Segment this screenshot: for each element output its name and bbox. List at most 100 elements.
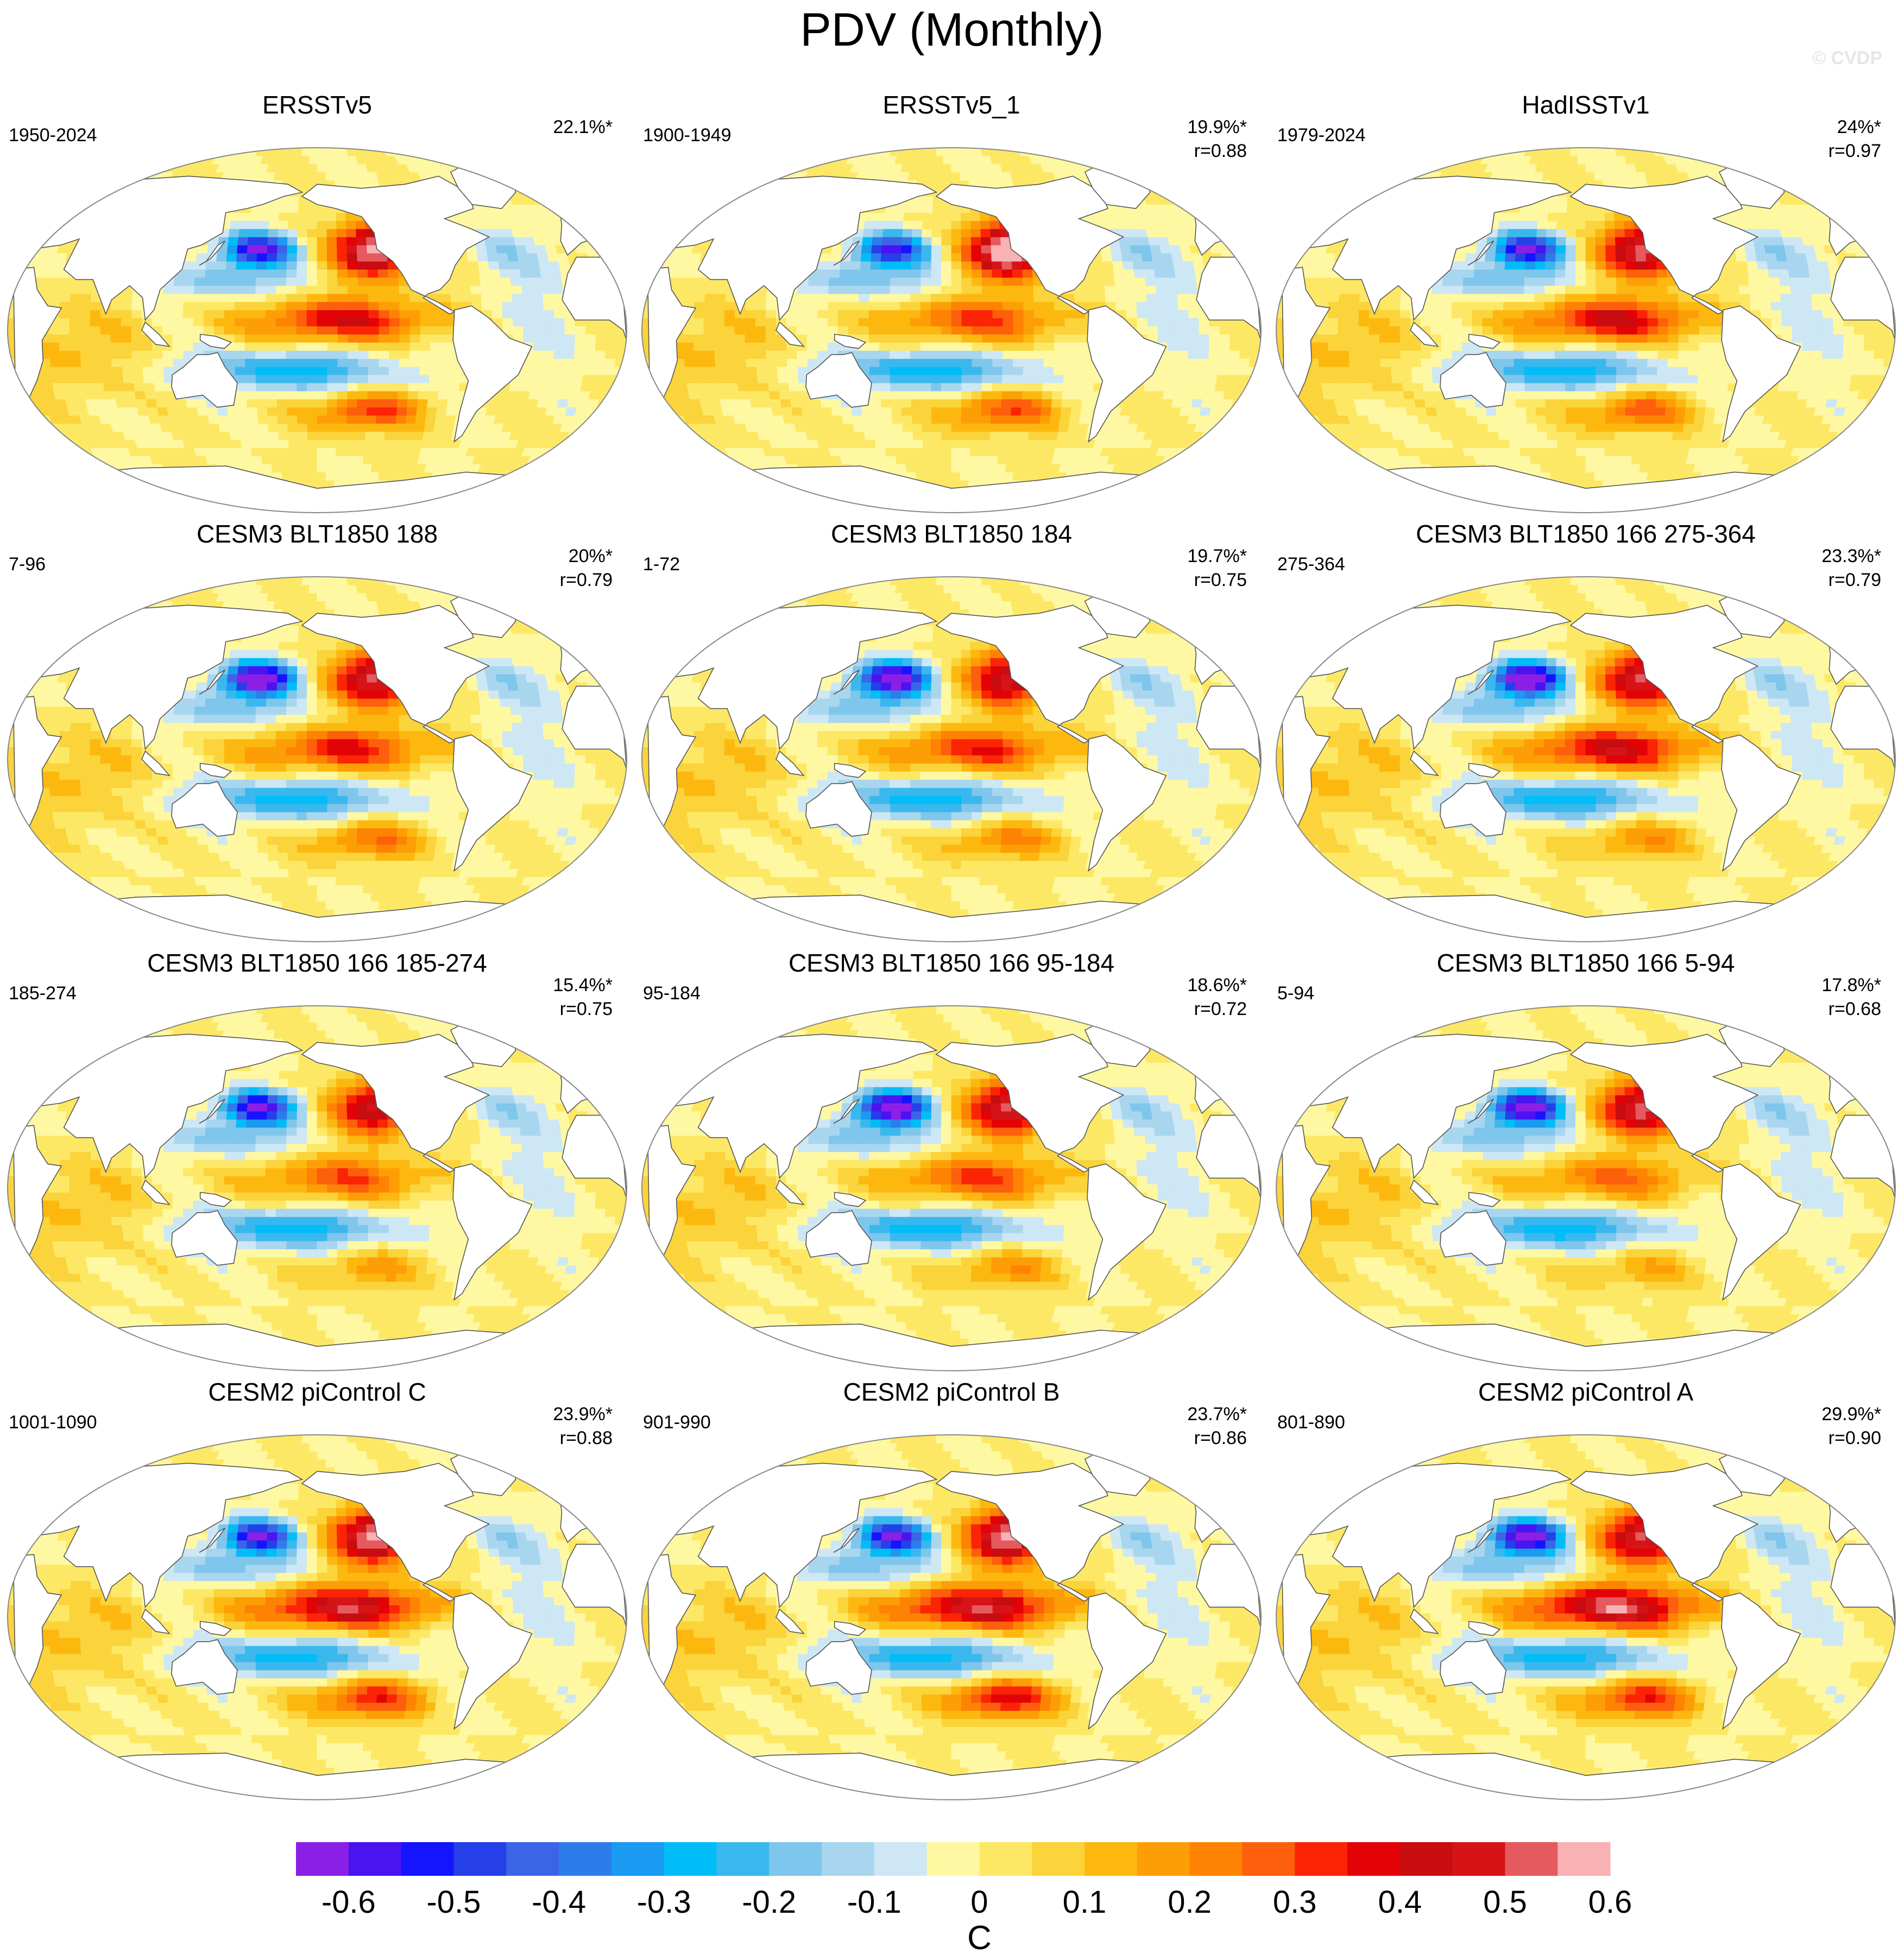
panel-corr: r=0.75 xyxy=(553,997,613,1021)
sst-field xyxy=(1276,148,1895,513)
panel-stats: 23.3%* r=0.79 xyxy=(1821,544,1881,592)
map-panel: CESM2 piControl B 901-990 23.7%* r=0.86 xyxy=(634,1374,1269,1803)
sst-field xyxy=(642,148,1261,513)
panel-stats: 19.9%* r=0.88 xyxy=(1187,115,1247,163)
colorbar-tick-label: -0.6 xyxy=(321,1885,376,1920)
panel-years: 1-72 xyxy=(643,554,680,575)
panel-title: CESM3 BLT1850 188 xyxy=(0,519,634,549)
colorbar-tick-label: 0.2 xyxy=(1168,1885,1212,1920)
panel-stats: 19.7%* r=0.75 xyxy=(1187,544,1247,592)
panel-stats: 29.9%* r=0.90 xyxy=(1821,1402,1881,1450)
panel-pct: 19.7%* xyxy=(1187,544,1247,568)
map-panel: ERSSTv5 1950-2024 22.1%* xyxy=(0,87,634,516)
panel-years: 1950-2024 xyxy=(9,125,97,146)
colorbar-tick-label: 0.4 xyxy=(1378,1885,1422,1920)
colorbar-box xyxy=(401,1842,454,1876)
panel-corr: r=0.79 xyxy=(560,568,613,592)
sst-field xyxy=(1276,1435,1895,1800)
panel-pct: 22.1%* xyxy=(553,115,613,139)
map-panel: CESM3 BLT1850 166 95-184 95-184 18.6%* r=0.… xyxy=(634,945,1269,1374)
colorbar-tick-label: 0.6 xyxy=(1588,1885,1632,1920)
sst-field xyxy=(1276,1006,1895,1371)
colorbar-box xyxy=(822,1842,875,1876)
map-panel: CESM3 BLT1850 166 5-94 5-94 17.8%* r=0.68 xyxy=(1269,945,1903,1374)
panel-title: ERSSTv5_1 xyxy=(634,90,1269,119)
panel-years: 1979-2024 xyxy=(1277,125,1366,146)
panel-pct: 23.9%* xyxy=(553,1402,613,1426)
sst-field xyxy=(1276,577,1895,942)
panel-title: CESM3 BLT1850 166 95-184 xyxy=(634,948,1269,978)
land-mask xyxy=(12,1451,627,1800)
colorbar-tick-label: 0.5 xyxy=(1483,1885,1527,1920)
colorbar-tick-label: -0.4 xyxy=(532,1885,586,1920)
colorbar-box xyxy=(453,1842,507,1876)
colorbar-box xyxy=(979,1842,1032,1876)
panel-pct: 29.9%* xyxy=(1821,1402,1881,1426)
watermark: © CVDP xyxy=(1812,48,1882,69)
panel-years: 7-96 xyxy=(9,554,46,575)
colorbar-box xyxy=(1032,1842,1085,1876)
colorbar-box xyxy=(1295,1842,1348,1876)
map-projection xyxy=(641,576,1262,942)
map-projection xyxy=(641,1005,1262,1371)
panel-stats: 15.4%* r=0.75 xyxy=(553,973,613,1021)
panel-corr: r=0.88 xyxy=(1187,139,1247,163)
panel-stats: 17.8%* r=0.68 xyxy=(1821,973,1881,1021)
colorbar-box xyxy=(1137,1842,1190,1876)
panel-years: 1001-1090 xyxy=(9,1412,97,1433)
panel-years: 5-94 xyxy=(1277,983,1314,1004)
panel-pct: 23.7%* xyxy=(1187,1402,1247,1426)
land-mask xyxy=(647,1022,1261,1371)
panel-title: CESM3 BLT1850 184 xyxy=(634,519,1269,549)
colorbar-box xyxy=(716,1842,770,1876)
panel-title: CESM3 BLT1850 166 275-364 xyxy=(1269,519,1903,549)
colorbar-box xyxy=(611,1842,665,1876)
colorbar-box xyxy=(1085,1842,1138,1876)
panel-pct: 19.9%* xyxy=(1187,115,1247,139)
sst-field xyxy=(8,148,627,513)
map-projection xyxy=(1276,1434,1896,1800)
sst-field xyxy=(8,1435,627,1800)
colorbar-box xyxy=(559,1842,612,1876)
panel-years: 95-184 xyxy=(643,983,701,1004)
panel-pct: 23.3%* xyxy=(1821,544,1881,568)
map-projection xyxy=(1276,147,1896,513)
colorbar-box xyxy=(1452,1842,1505,1876)
panel-pct: 18.6%* xyxy=(1187,973,1247,997)
sst-field xyxy=(642,1006,1261,1371)
colorbar-box xyxy=(1505,1842,1558,1876)
panel-pct: 20%* xyxy=(560,544,613,568)
panel-years: 901-990 xyxy=(643,1412,711,1433)
map-panel: CESM3 BLT1850 166 185-274 185-274 15.4%* r=… xyxy=(0,945,634,1374)
colorbar-units: C xyxy=(967,1919,992,1957)
panel-pct: 17.8%* xyxy=(1821,973,1881,997)
map-panel: CESM2 piControl A 801-890 29.9%* r=0.90 xyxy=(1269,1374,1903,1803)
map-projection xyxy=(7,1434,627,1800)
page-title: PDV (Monthly) xyxy=(0,3,1904,57)
panel-corr: r=0.90 xyxy=(1821,1426,1881,1450)
map-panel: CESM3 BLT1850 166 275-364 275-364 23.3%* r=… xyxy=(1269,516,1903,945)
colorbar-box xyxy=(664,1842,717,1876)
colorbar-box xyxy=(296,1842,349,1876)
colorbar-box xyxy=(1347,1842,1401,1876)
panel-title: CESM2 piControl A xyxy=(1269,1377,1903,1407)
panel-stats: 18.6%* r=0.72 xyxy=(1187,973,1247,1021)
panel-corr: r=0.75 xyxy=(1187,568,1247,592)
colorbar-tick-label: 0.1 xyxy=(1063,1885,1107,1920)
colorbar-box xyxy=(769,1842,822,1876)
colorbar-tick-label: -0.3 xyxy=(637,1885,691,1920)
panel-years: 1900-1949 xyxy=(643,125,732,146)
panel-corr: r=0.97 xyxy=(1829,139,1881,163)
panel-title: ERSSTv5 xyxy=(0,90,634,119)
map-projection xyxy=(7,576,627,942)
sst-field xyxy=(642,577,1261,942)
map-projection xyxy=(1276,576,1896,942)
colorbar-box xyxy=(348,1842,402,1876)
panel-stats: 22.1%* xyxy=(553,115,613,163)
map-projection xyxy=(7,1005,627,1371)
panel-pct: 15.4%* xyxy=(553,973,613,997)
panel-years: 801-890 xyxy=(1277,1412,1345,1433)
panel-corr: r=0.86 xyxy=(1187,1426,1247,1450)
colorbar-tick-label: -0.2 xyxy=(742,1885,796,1920)
map-panel: CESM3 BLT1850 188 7-96 20%* r=0.79 xyxy=(0,516,634,945)
